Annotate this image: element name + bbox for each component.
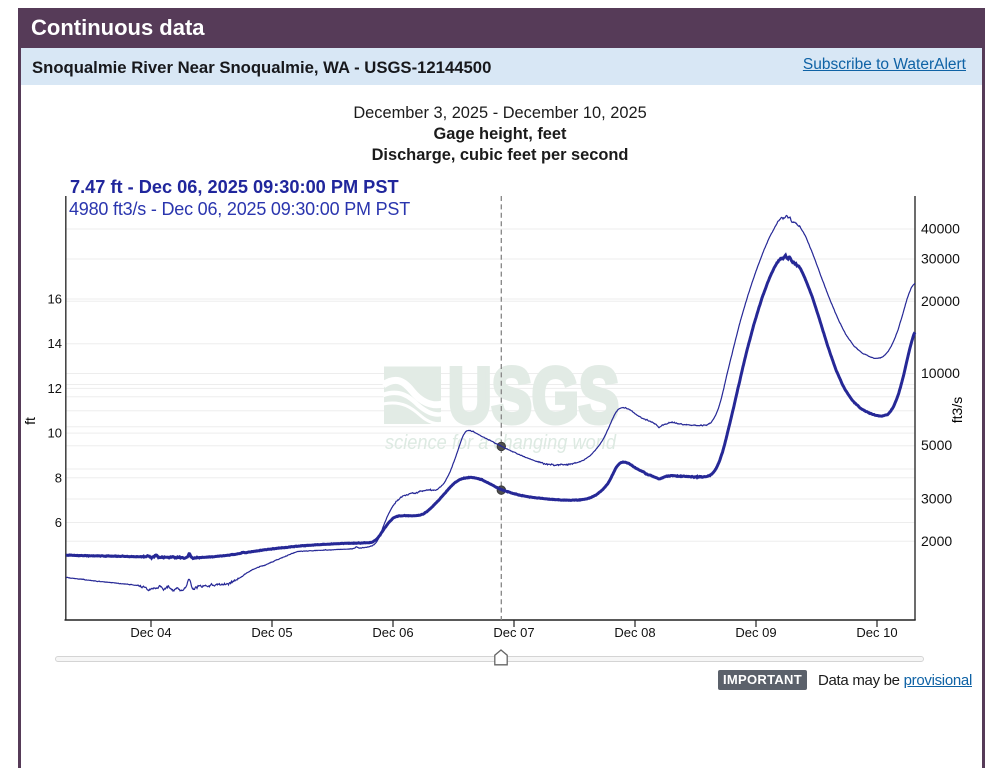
- svg-text:ft3/s: ft3/s: [949, 397, 965, 423]
- svg-text:Dec 07: Dec 07: [493, 625, 534, 640]
- svg-text:Dec 05: Dec 05: [251, 625, 292, 640]
- svg-text:30000: 30000: [921, 251, 960, 267]
- svg-text:10: 10: [48, 426, 62, 441]
- svg-text:Dec 06: Dec 06: [372, 625, 413, 640]
- svg-text:Dec 08: Dec 08: [614, 625, 655, 640]
- svg-text:Dec 04: Dec 04: [130, 625, 171, 640]
- svg-text:20000: 20000: [921, 293, 960, 309]
- svg-text:8: 8: [55, 470, 62, 485]
- svg-text:10000: 10000: [921, 365, 960, 381]
- svg-text:Dec 09: Dec 09: [735, 625, 776, 640]
- svg-text:Dec 10: Dec 10: [856, 625, 897, 640]
- svg-text:16: 16: [48, 292, 62, 307]
- svg-text:12: 12: [48, 381, 62, 396]
- svg-text:3000: 3000: [921, 491, 952, 507]
- svg-text:40000: 40000: [921, 221, 960, 237]
- svg-text:5000: 5000: [921, 437, 952, 453]
- svg-text:14: 14: [48, 336, 62, 351]
- svg-text:USGS: USGS: [448, 351, 619, 439]
- svg-text:ft: ft: [22, 417, 38, 425]
- svg-text:6: 6: [55, 515, 62, 530]
- svg-text:2000: 2000: [921, 533, 952, 549]
